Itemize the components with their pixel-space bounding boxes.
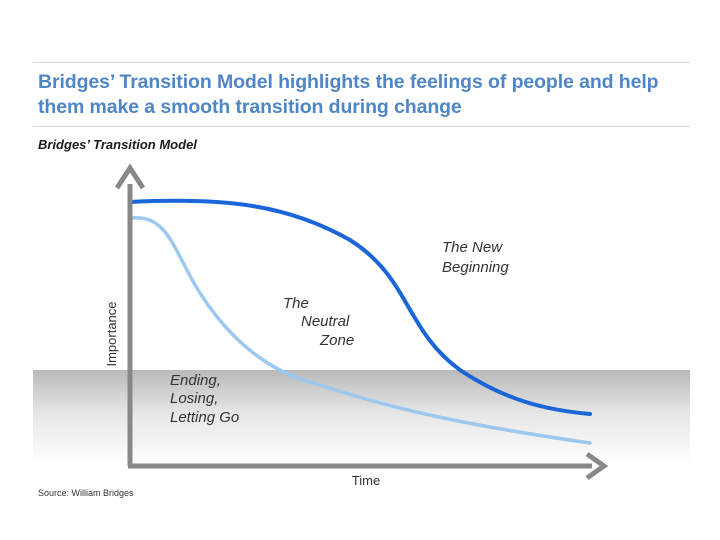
diagram-subtitle: Bridges’ Transition Model (38, 137, 197, 152)
ending-zone-band (33, 370, 690, 465)
label-new-beginning-line-1: The New (442, 239, 503, 256)
top-divider (33, 62, 690, 63)
ending-curve (128, 216, 592, 445)
x-axis-label: Time (352, 473, 380, 488)
new-beginning-curve (128, 198, 592, 416)
label-ending-line-2: Losing, (170, 390, 218, 407)
x-axis-arrow-icon (585, 451, 609, 481)
label-new-beginning-line-2: Beginning (442, 259, 509, 276)
label-neutral-zone-line-2: Neutral (301, 313, 350, 330)
label-ending-line-3: Letting Go (170, 409, 239, 426)
source-note: Source: William Bridges (38, 488, 134, 498)
y-axis-label: Importance (104, 301, 119, 366)
title-divider (33, 126, 690, 127)
label-neutral-zone-line-1: The (283, 295, 309, 312)
slide-title: Bridges’ Transition Model highlights the… (38, 70, 678, 120)
y-axis-arrow-icon (114, 163, 146, 190)
label-ending-line-1: Ending, (170, 372, 221, 389)
slide-title-line-2: them make a smooth transition during cha… (38, 96, 462, 118)
slide-title-line-1: Bridges’ Transition Model highlights the… (38, 71, 659, 93)
label-neutral-zone-line-3: Zone (319, 332, 354, 349)
